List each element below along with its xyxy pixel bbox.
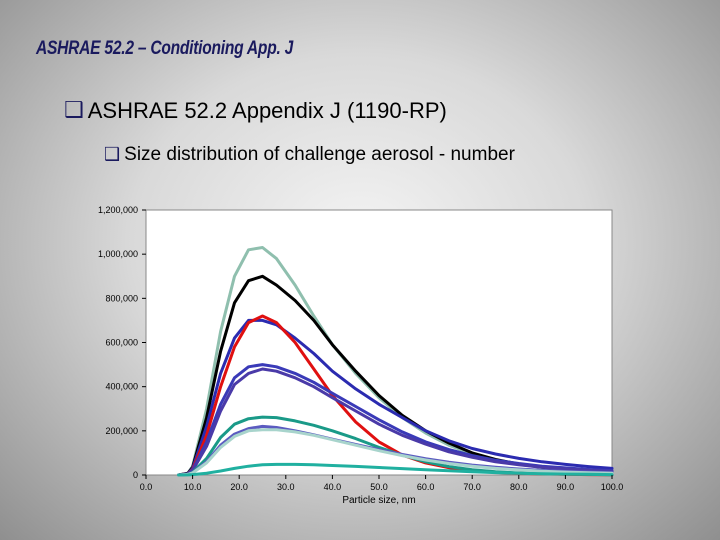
y-tick-label: 0	[133, 470, 138, 480]
series-line-9	[177, 428, 614, 477]
x-tick-label: 60.0	[417, 482, 435, 492]
slide-title: ASHRAE 52.2 – Conditioning App. J	[36, 38, 294, 59]
q-checkbox-bullet-icon: ❑	[64, 98, 84, 123]
y-tick-label: 600,000	[105, 338, 138, 348]
x-tick-label: 40.0	[324, 482, 342, 492]
x-tick-label: 90.0	[557, 482, 575, 492]
bullet-level-1: ❑ ASHRAE 52.2 Appendix J (1190-RP)	[64, 98, 447, 124]
series-line-6	[177, 367, 614, 477]
x-tick-label: 30.0	[277, 482, 295, 492]
x-tick-label: 0.0	[140, 482, 153, 492]
y-tick-label: 200,000	[105, 426, 138, 436]
bullet-level-2-text: Size distribution of challenge aerosol -…	[124, 144, 515, 165]
bullet-level-2: ❑ Size distribution of challenge aerosol…	[104, 144, 515, 166]
y-axis: 0 200,000 400,000 600,000 800,000 1,000,000 1,…	[98, 205, 146, 480]
series-line-3	[177, 318, 614, 477]
series-line-10	[177, 462, 614, 477]
x-axis-label: Particle size, nm	[342, 495, 415, 506]
x-tick-label: 80.0	[510, 482, 528, 492]
x-tick-label: 20.0	[230, 482, 248, 492]
x-tick-label: 50.0	[370, 482, 388, 492]
x-tick-label: 100.0	[601, 482, 624, 492]
q-checkbox-bullet-icon: ❑	[104, 144, 121, 165]
y-tick-label: 800,000	[105, 293, 138, 303]
x-tick-label: 10.0	[184, 482, 202, 492]
y-tick-label: 400,000	[105, 382, 138, 392]
plot-area	[145, 209, 613, 476]
y-tick-label: 1,200,000	[98, 205, 138, 215]
x-tick-label: 70.0	[463, 482, 481, 492]
series-layer	[177, 246, 614, 477]
bullet-level-1-text: ASHRAE 52.2 Appendix J (1190-RP)	[87, 98, 447, 123]
x-axis: 0.0 10.0 20.0 30.0 40.0 50.0 60.0 70.0 80.0 90.0 1…	[140, 475, 624, 492]
y-tick-label: 1,000,000	[98, 249, 138, 259]
